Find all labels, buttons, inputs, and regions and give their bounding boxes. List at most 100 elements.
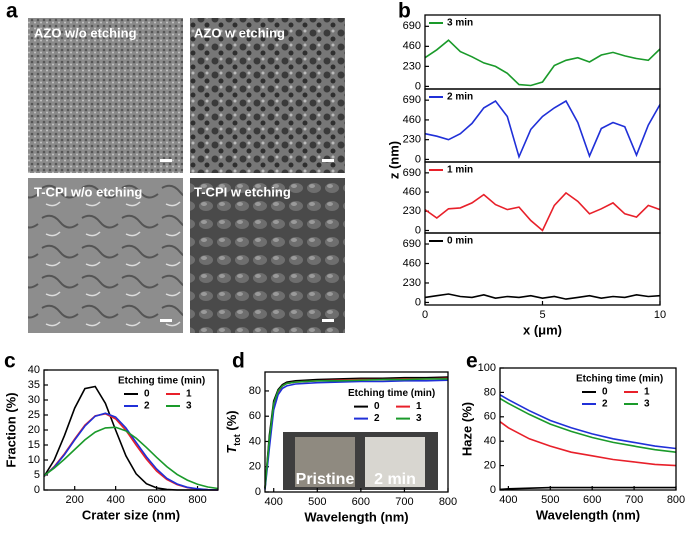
y-tick-label: 5 xyxy=(34,469,40,481)
inset-label: 2 min xyxy=(374,471,416,488)
sem-image xyxy=(190,18,345,173)
axes-frame xyxy=(43,369,219,491)
y-tick-label: 25 xyxy=(28,409,40,421)
x-tick-label: 200 xyxy=(66,494,84,506)
inset-label: Pristine xyxy=(296,471,355,488)
series-line xyxy=(424,293,661,300)
y-tick-label: 0 xyxy=(415,296,421,308)
legend-title: Etching time (min) xyxy=(118,376,205,387)
y-tick-label: 20 xyxy=(28,424,40,436)
y-tick-label: 0 xyxy=(415,153,421,165)
series-line xyxy=(499,421,677,467)
sem-images: AZO w/o etching AZO w etching T-CPI w/o … xyxy=(28,18,345,333)
axes-frame xyxy=(424,232,661,306)
y-tick-label: 690 xyxy=(403,167,421,179)
y-axis-label: Ttot (%) xyxy=(224,410,242,453)
legend-label: 3 min xyxy=(447,18,473,29)
legend-label: 2 xyxy=(374,413,380,424)
y-tick-label: 690 xyxy=(403,238,421,250)
x-axis-label: Crater size (nm) xyxy=(82,507,180,522)
x-tick-label: 500 xyxy=(541,494,559,506)
inset-film xyxy=(295,437,355,487)
scale-bar xyxy=(322,159,334,162)
legend-label: 2 xyxy=(144,401,150,412)
legend-label: 3 xyxy=(416,413,422,424)
x-tick-label: 800 xyxy=(667,494,685,506)
y-axis-label-part: T xyxy=(224,445,239,454)
legend-label: 3 xyxy=(644,399,650,410)
y-tick-label: 0 xyxy=(490,484,496,496)
x-tick-label: 700 xyxy=(395,496,413,508)
panel-label: a xyxy=(6,0,18,23)
legend-label: 1 min xyxy=(447,165,473,176)
panel-label: c xyxy=(4,350,16,373)
y-tick-label: 15 xyxy=(28,439,40,451)
x-axis-label: x (μm) xyxy=(523,322,562,337)
y-tick-label: 35 xyxy=(28,379,40,391)
y-tick-label: 230 xyxy=(403,277,421,289)
y-tick-label: 30 xyxy=(28,394,40,406)
y-tick-label: 80 xyxy=(249,385,261,397)
scale-bar xyxy=(160,319,172,322)
inset-film xyxy=(365,437,425,487)
sem-image xyxy=(28,18,183,173)
legend-label: 2 min xyxy=(447,92,473,103)
y-tick-label: 40 xyxy=(484,435,496,447)
panel-label: b xyxy=(398,0,411,23)
series-line xyxy=(264,378,448,489)
series-line xyxy=(43,412,219,491)
y-tick-label: 20 xyxy=(249,461,261,473)
series-line xyxy=(424,39,661,87)
y-tick-label: 230 xyxy=(403,60,421,72)
x-tick-label: 10 xyxy=(654,309,666,321)
legend-label: 1 xyxy=(416,401,422,412)
y-tick-label: 60 xyxy=(249,410,261,422)
y-tick-label: 0 xyxy=(34,484,40,496)
legend-label: 2 xyxy=(602,399,608,410)
panel-label: e xyxy=(466,350,478,373)
x-axis-label: Wavelength (nm) xyxy=(536,507,640,522)
x-tick-label: 600 xyxy=(352,496,370,508)
y-tick-label: 460 xyxy=(403,114,421,126)
x-tick-label: 600 xyxy=(147,494,165,506)
legend-label: 0 xyxy=(602,387,608,398)
legend-label: 1 xyxy=(644,387,650,398)
series-line xyxy=(499,397,677,453)
series-line xyxy=(499,486,676,491)
axes-frame xyxy=(499,367,677,491)
image-label: T-CPI w etching xyxy=(194,184,291,199)
x-tick-label: 5 xyxy=(539,309,545,321)
x-tick-label: 400 xyxy=(499,494,517,506)
y-tick-label: 460 xyxy=(403,257,421,269)
legend-label: 0 xyxy=(374,401,380,412)
y-tick-label: 0 xyxy=(415,80,421,92)
y-axis-label-part: tot xyxy=(232,434,242,446)
image-label: T-CPI w/o etching xyxy=(34,184,142,199)
x-tick-label: 500 xyxy=(308,496,326,508)
x-tick-label: 0 xyxy=(422,309,428,321)
sem-image xyxy=(190,178,345,333)
y-axis-label-part: (%) xyxy=(224,410,239,434)
series-line xyxy=(424,99,661,160)
legend-label: 1 xyxy=(186,389,192,400)
image-label: AZO w/o etching xyxy=(34,25,137,40)
panel-label: d xyxy=(232,350,245,373)
y-tick-label: 230 xyxy=(403,205,421,217)
y-tick-label: 100 xyxy=(478,362,496,374)
series-line xyxy=(43,426,219,490)
legend-title: Etching time (min) xyxy=(348,388,435,399)
scale-bar xyxy=(160,159,172,162)
x-tick-label: 700 xyxy=(625,494,643,506)
y-tick-label: 0 xyxy=(415,224,421,236)
series-line xyxy=(264,379,449,490)
y-tick-label: 60 xyxy=(484,411,496,423)
x-tick-label: 600 xyxy=(583,494,601,506)
series-line xyxy=(43,412,219,491)
y-tick-label: 40 xyxy=(249,435,261,447)
y-tick-label: 10 xyxy=(28,454,40,466)
axes-frame xyxy=(264,371,449,493)
legend-label: 0 xyxy=(144,389,150,400)
legend-label: 0 min xyxy=(447,236,473,247)
y-tick-label: 80 xyxy=(484,386,496,398)
